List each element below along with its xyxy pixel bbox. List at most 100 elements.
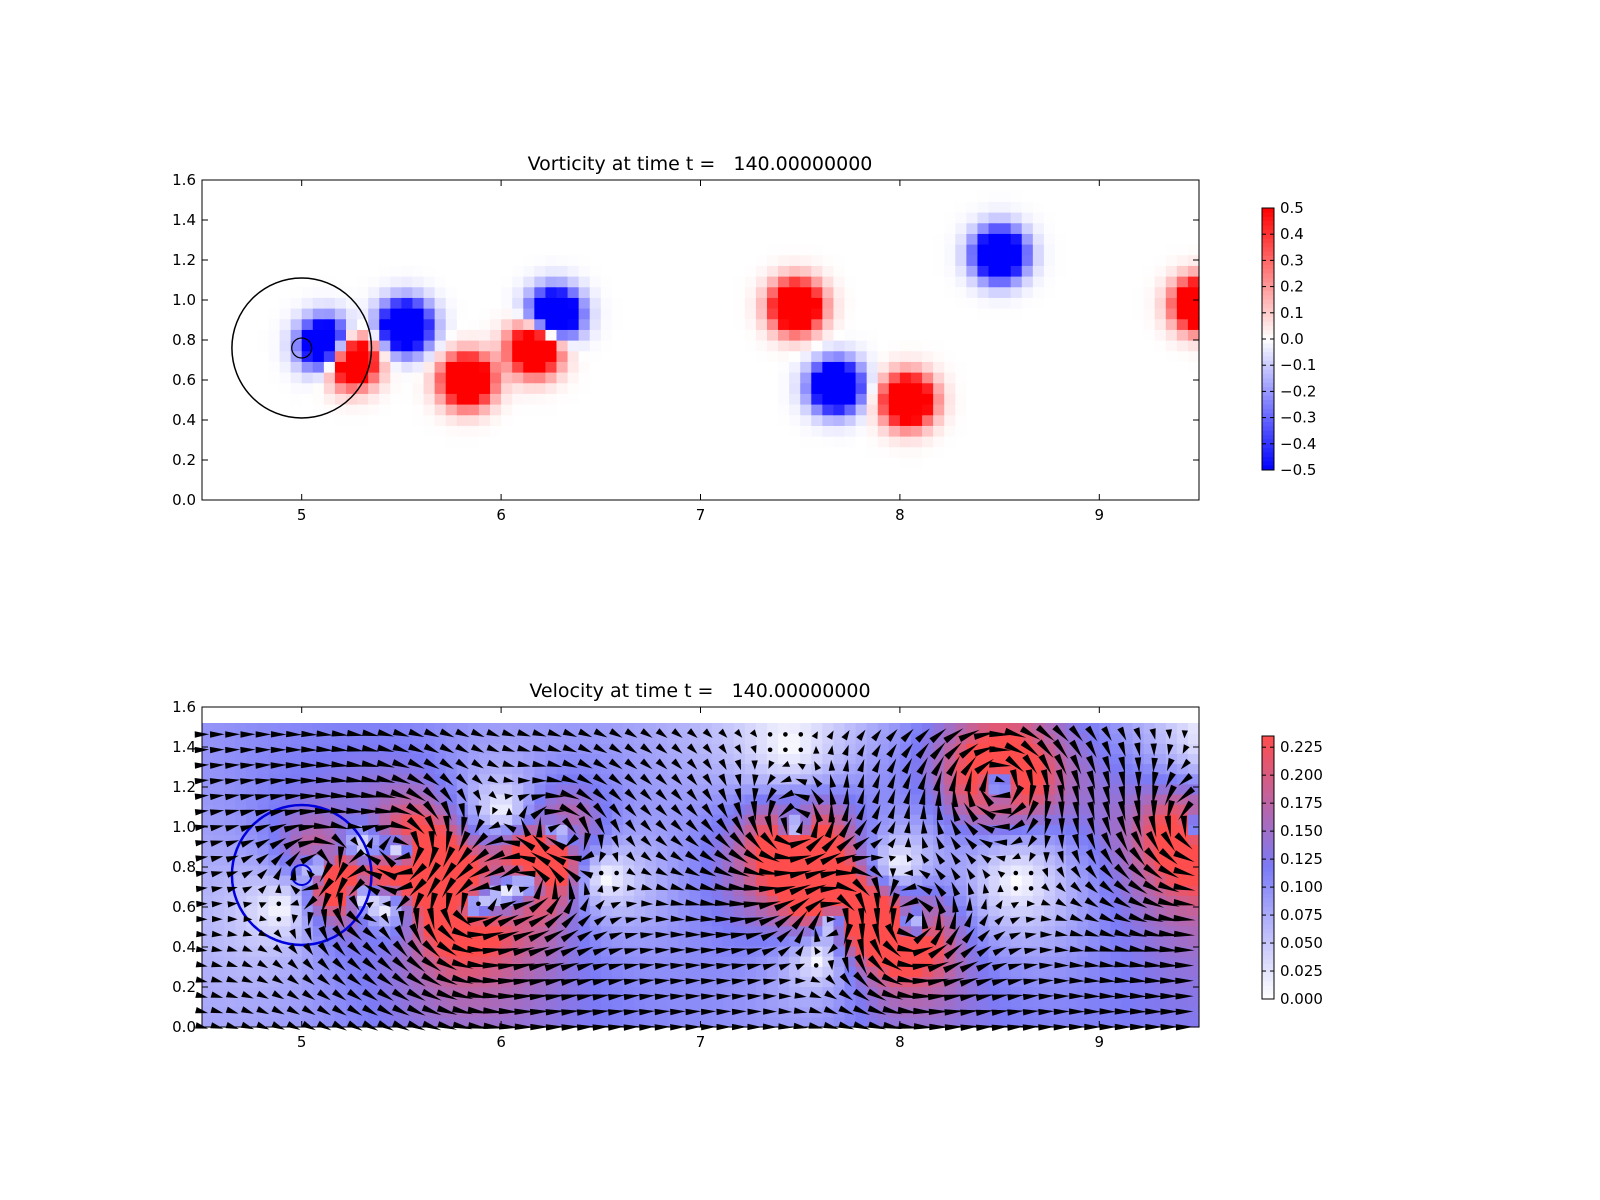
heatmap-cell bbox=[645, 404, 657, 416]
heatmap-cell bbox=[1143, 854, 1156, 866]
heatmap-cell bbox=[357, 414, 369, 426]
heatmap-cell bbox=[412, 393, 425, 405]
heatmap-cell bbox=[855, 414, 868, 426]
heatmap-cell bbox=[224, 244, 236, 256]
heatmap-cell bbox=[1043, 318, 1056, 330]
heatmap-cell bbox=[368, 986, 380, 998]
heatmap-cell bbox=[456, 457, 469, 469]
heatmap-cell bbox=[733, 180, 746, 192]
heatmap-cell bbox=[1154, 286, 1167, 298]
heatmap-cell bbox=[1154, 393, 1167, 405]
heatmap-cell bbox=[611, 996, 624, 1008]
heatmap-cell bbox=[955, 814, 967, 825]
heatmap-cell bbox=[645, 276, 657, 288]
heatmap-cell bbox=[401, 414, 414, 426]
heatmap-cell bbox=[423, 340, 436, 352]
heatmap-cell bbox=[1021, 340, 1034, 352]
heatmap-cell bbox=[1143, 254, 1156, 266]
heatmap-cell bbox=[301, 361, 314, 373]
heatmap-cell bbox=[368, 190, 380, 202]
heatmap-cell bbox=[401, 212, 414, 224]
heatmap-cell bbox=[645, 1016, 657, 1028]
heatmap-cell bbox=[501, 986, 513, 998]
heatmap-cell bbox=[1088, 844, 1100, 856]
heatmap-cell bbox=[1165, 966, 1178, 977]
heatmap-cell bbox=[312, 393, 325, 405]
heatmap-cell bbox=[711, 854, 724, 866]
heatmap-cell bbox=[534, 180, 547, 192]
heatmap-cell bbox=[412, 404, 425, 416]
heatmap-cell bbox=[501, 925, 513, 937]
heatmap-cell bbox=[467, 478, 480, 490]
heatmap-cell bbox=[478, 276, 491, 288]
heatmap-cell bbox=[955, 212, 967, 224]
heatmap-cell bbox=[755, 489, 768, 501]
heatmap-cell bbox=[1099, 1016, 1111, 1028]
heatmap-cell bbox=[833, 425, 846, 437]
heatmap-cell bbox=[423, 297, 436, 309]
heatmap-cell bbox=[966, 945, 979, 957]
heatmap-cell bbox=[323, 966, 336, 977]
heatmap-cell bbox=[346, 885, 358, 896]
heatmap-cell bbox=[501, 834, 513, 846]
heatmap-cell bbox=[213, 875, 225, 886]
colorbar-segment bbox=[1262, 269, 1274, 274]
heatmap-cell bbox=[744, 190, 757, 202]
heatmap-cell bbox=[323, 329, 336, 341]
heatmap-cell bbox=[379, 233, 391, 245]
heatmap-cell bbox=[578, 180, 591, 192]
heatmap-cell bbox=[401, 180, 414, 192]
heatmap-cell bbox=[744, 382, 757, 394]
heatmap-cell bbox=[977, 966, 990, 977]
heatmap-cell bbox=[578, 824, 591, 836]
heatmap-cell bbox=[988, 905, 1001, 917]
heatmap-cell bbox=[368, 895, 380, 906]
heatmap-cell bbox=[501, 468, 513, 480]
heatmap-cell bbox=[722, 436, 735, 448]
heatmap-cell bbox=[722, 956, 735, 967]
heatmap-cell bbox=[766, 457, 779, 469]
heatmap-cell bbox=[390, 905, 402, 917]
heatmap-cell bbox=[202, 824, 214, 836]
heatmap-cell bbox=[789, 404, 801, 416]
heatmap-cell bbox=[811, 885, 823, 896]
heatmap-cell bbox=[689, 340, 702, 352]
heatmap-cell bbox=[1032, 265, 1045, 277]
heatmap-cell bbox=[401, 233, 414, 245]
heatmap-cell bbox=[301, 875, 314, 886]
colorbar-segment bbox=[1262, 421, 1274, 427]
heatmap-cell bbox=[922, 382, 934, 394]
heatmap-cell bbox=[811, 875, 823, 886]
heatmap-cell bbox=[1165, 382, 1178, 394]
heatmap-cell bbox=[213, 425, 225, 437]
heatmap-cell bbox=[357, 875, 369, 886]
heatmap-cell bbox=[279, 244, 292, 256]
heatmap-cell bbox=[667, 446, 679, 458]
heatmap-cell bbox=[456, 350, 469, 362]
heatmap-cell bbox=[800, 329, 812, 341]
heatmap-cell bbox=[423, 854, 436, 866]
heatmap-cell bbox=[379, 276, 391, 288]
heatmap-cell bbox=[290, 804, 303, 815]
heatmap-cell bbox=[401, 935, 414, 947]
heatmap-cell bbox=[733, 966, 746, 977]
heatmap-cell bbox=[789, 340, 801, 352]
heatmap-cell bbox=[933, 393, 945, 405]
heatmap-cell bbox=[257, 329, 270, 341]
heatmap-cell bbox=[678, 212, 691, 224]
heatmap-cell bbox=[1121, 212, 1134, 224]
heatmap-cell bbox=[213, 1016, 225, 1028]
heatmap-cell bbox=[545, 875, 558, 886]
heatmap-cell bbox=[1066, 190, 1078, 202]
heatmap-cell bbox=[334, 276, 347, 288]
heatmap-cell bbox=[401, 382, 414, 394]
heatmap-cell bbox=[445, 361, 458, 373]
heatmap-cell bbox=[778, 783, 790, 795]
heatmap-cell bbox=[567, 446, 580, 458]
heatmap-cell bbox=[1032, 329, 1045, 341]
heatmap-cell bbox=[1066, 297, 1078, 309]
heatmap-cell bbox=[999, 318, 1012, 330]
heatmap-cell bbox=[368, 1016, 380, 1028]
heatmap-cell bbox=[1043, 361, 1056, 373]
heatmap-cell bbox=[202, 457, 214, 469]
